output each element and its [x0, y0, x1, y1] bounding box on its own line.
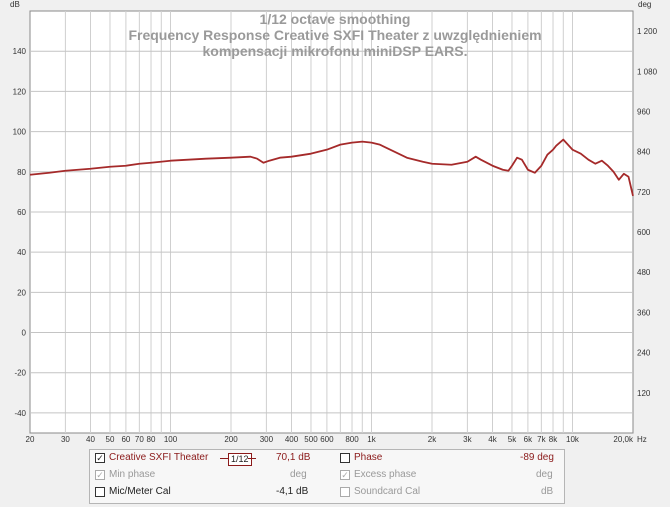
excess-phase-label: Excess phase	[354, 469, 417, 480]
x-tick-label: 20,0k	[613, 435, 634, 444]
legend-panel: ✓ Creative SXFI Theater 1/12 70,1 dB Pha…	[89, 449, 565, 504]
x-tick-label: 8k	[549, 435, 558, 444]
soundcard-cal-unit: dB	[541, 486, 554, 497]
legend-row-measurement: ✓ Creative SXFI Theater 1/12 70,1 dB Pha…	[90, 450, 564, 467]
y-tick-label: 140	[13, 47, 27, 56]
y-tick-label: 20	[17, 288, 26, 297]
chart-subtitle-line2: kompensacji mikrofonu miniDSP EARS.	[202, 43, 467, 59]
series-line-swatch-left	[220, 458, 228, 459]
right-tick-label: 840	[637, 148, 651, 157]
mic-cal-checkbox[interactable]	[95, 487, 105, 497]
y-tick-label: 80	[17, 168, 26, 177]
x-tick-label: 50	[106, 435, 115, 444]
x-tick-label: 2k	[428, 435, 437, 444]
x-tick-label: 300	[260, 435, 274, 444]
x-axis-unit: Hz	[637, 435, 647, 444]
phase-value: -89 deg	[520, 452, 554, 463]
excess-phase-checkbox[interactable]: ✓	[340, 470, 350, 480]
chart-title: 1/12 octave smoothing	[260, 11, 411, 27]
x-tick-label: 6k	[524, 435, 533, 444]
x-tick-label: 80	[147, 435, 156, 444]
right-tick-label: 1 200	[637, 27, 658, 36]
measurement-checkbox[interactable]: ✓	[95, 453, 105, 463]
y-tick-label: 120	[13, 87, 27, 96]
measurement-name: Creative SXFI Theater	[109, 452, 209, 463]
plot-area	[29, 10, 634, 434]
chart-subtitle-line1: Frequency Response Creative SXFI Theater…	[128, 27, 541, 43]
soundcard-cal-checkbox[interactable]	[340, 487, 350, 497]
x-tick-label: 400	[285, 435, 299, 444]
left-axis-labels: 140 120 100 80 60 40 20 0 -20 -40	[13, 47, 27, 418]
smoothing-selector[interactable]: 1/12	[228, 453, 252, 466]
x-tick-label: 40	[86, 435, 95, 444]
right-tick-label: 960	[637, 107, 651, 116]
x-tick-label: 20	[26, 435, 35, 444]
right-tick-label: 360	[637, 308, 651, 317]
soundcard-cal-label: Soundcard Cal	[354, 486, 421, 497]
mic-cal-value: -4,1 dB	[276, 486, 309, 497]
y-tick-label: 40	[17, 248, 26, 257]
right-axis-labels: 1 200 1 080 960 840 720 600 480 360 240 120	[637, 27, 658, 398]
x-tick-label: 3k	[463, 435, 472, 444]
min-phase-checkbox[interactable]: ✓	[95, 470, 105, 480]
x-tick-label: 10k	[566, 435, 580, 444]
x-tick-label: 1k	[367, 435, 376, 444]
left-axis-unit: dB	[10, 0, 20, 9]
legend-row-min-phase: ✓ Min phase deg ✓ Excess phase deg	[90, 467, 564, 484]
y-tick-label: -20	[14, 369, 26, 378]
y-tick-label: 60	[17, 208, 26, 217]
grid-lines	[30, 11, 633, 433]
x-tick-label: 7k	[537, 435, 546, 444]
x-tick-label: 500	[304, 435, 318, 444]
y-tick-label: -40	[14, 409, 26, 418]
x-tick-label: 800	[345, 435, 359, 444]
x-tick-label: 600	[320, 435, 334, 444]
y-tick-label: 100	[13, 128, 27, 137]
right-tick-label: 480	[637, 268, 651, 277]
mic-cal-label: Mic/Meter Cal	[109, 486, 171, 497]
x-tick-label: 70	[135, 435, 144, 444]
phase-label: Phase	[354, 452, 383, 463]
right-axis-unit: deg	[638, 0, 651, 9]
measurement-value: 70,1 dB	[276, 452, 311, 463]
x-tick-label: 5k	[508, 435, 517, 444]
excess-phase-unit: deg	[536, 469, 553, 480]
x-tick-label: 200	[224, 435, 238, 444]
x-tick-label: 60	[121, 435, 130, 444]
series-line-swatch-right	[248, 458, 256, 459]
right-tick-label: 600	[637, 228, 651, 237]
min-phase-label: Min phase	[109, 469, 156, 480]
x-tick-label: 4k	[488, 435, 497, 444]
legend-row-calibration: Mic/Meter Cal -4,1 dB Soundcard Cal dB	[90, 484, 564, 501]
y-tick-label: 0	[22, 329, 27, 338]
min-phase-unit: deg	[290, 469, 307, 480]
right-tick-label: 1 080	[637, 67, 658, 76]
x-tick-label: 100	[164, 435, 178, 444]
series-line-creative-sxfi-theater	[29, 138, 634, 197]
right-tick-label: 720	[637, 188, 651, 197]
right-tick-label: 240	[637, 349, 651, 358]
right-tick-label: 120	[637, 389, 651, 398]
x-tick-label: 30	[61, 435, 70, 444]
x-axis-labels: 20 30 40 50 60 70 80 100 200 300 400 500 600 800 1k 2k 3…	[26, 435, 634, 444]
phase-checkbox[interactable]	[340, 453, 350, 463]
